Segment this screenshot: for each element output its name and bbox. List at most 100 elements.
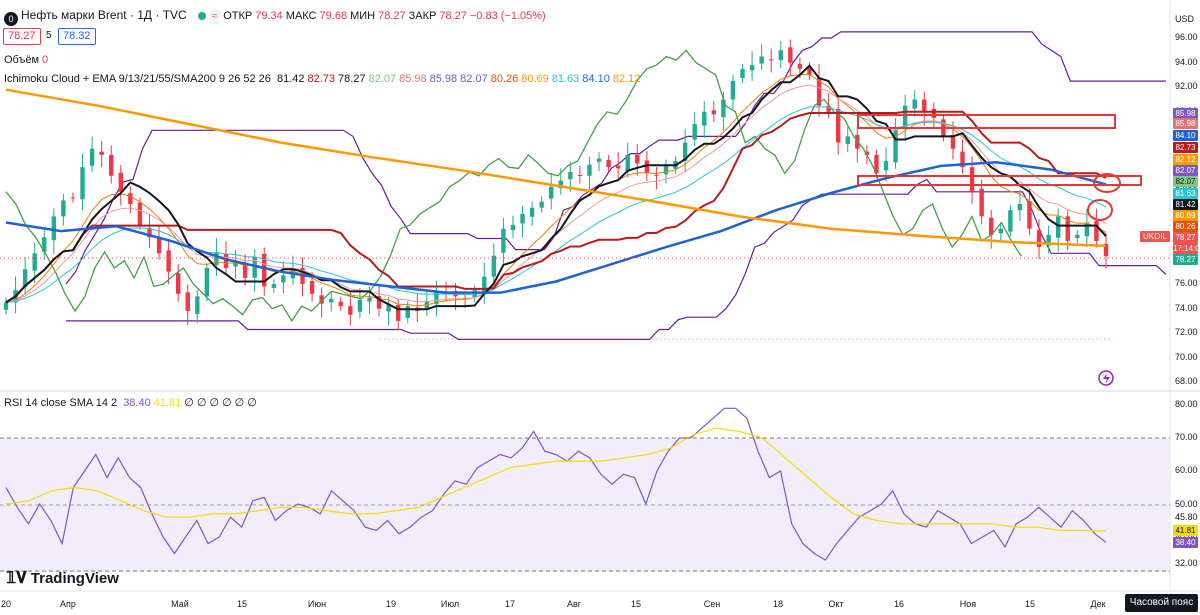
volume-legend[interactable]: Объём 0 [4,53,51,67]
candle-body [1055,216,1061,238]
candle-body [644,160,650,174]
candle-body [338,301,343,307]
candle-body [434,291,439,305]
candle-body [654,174,659,176]
price-tag: 84.10 [1173,130,1198,141]
rsi-value: ∅ [234,397,245,409]
time-tick-label: 15 [236,599,248,609]
candle-body [233,260,238,267]
ichimoku-legend[interactable]: Ichimoku Cloud + EMA 9/13/21/55/SMA200 9… [4,72,643,86]
ema13-line [5,84,1107,303]
flash-icon-bolt [1103,373,1110,384]
candle-body [61,200,66,217]
price-tick-label: 74.00 [1175,302,1198,313]
price-tick-label: 92.00 [1175,81,1198,92]
candle-body [185,292,190,312]
time-tick-label: 20 [0,599,12,609]
ichimoku-value: 84.10 [582,73,610,85]
candle-body [348,306,353,315]
ichimoku-label: Ichimoku Cloud + EMA 9/13/21/55/SMA200 9… [4,73,271,85]
drawn-circle-lower[interactable] [1087,199,1113,221]
candle-body [520,213,525,224]
candle-body [1084,222,1090,237]
candle-body [740,68,745,79]
price-tag: 85.98 [1173,108,1198,119]
drawn-resistance-zone[interactable] [857,175,1142,186]
candle-body [759,56,764,64]
ukoil-tag[interactable]: UKOIL [1140,231,1171,242]
drawn-resistance-zone-top[interactable] [857,114,1116,129]
candle-body [702,111,707,126]
candle-body [281,275,286,283]
rsi-tick-label: 32.00 [1175,558,1198,568]
timezone-button[interactable]: Часовой пояс [1125,594,1198,612]
sell-price-button[interactable]: 78.27 [3,28,41,45]
price-tick-label: 68.00 [1175,376,1198,387]
tradingview-logo[interactable]: 𝟙𝐕 TradingView [6,568,119,588]
candle-body [606,160,611,168]
candle-body [109,154,114,176]
candle-body [835,108,841,143]
candle-body [329,298,334,303]
candle-body [692,124,697,140]
time-tick-label: Июл [440,599,460,609]
rsi-legend[interactable]: RSI 14 close SMA 14 2 38.40 41.81 ∅ ∅ ∅ ∅ ∅ ∅ [4,396,260,410]
cloud-span-a [65,31,1166,285]
time-tick-label: Май [171,599,189,609]
candle-body [1027,201,1032,229]
candle-body [902,105,908,129]
candle-body [960,151,965,168]
market-status-icon[interactable] [197,12,206,20]
price-tag: 82.07 [1173,165,1198,176]
time-tick-label: 18 [772,599,784,609]
ohlc-open-value: 79.34 [255,10,283,22]
candle-body [912,99,917,109]
candle-body [1017,204,1023,211]
candle-body [529,207,535,217]
spread-value: 5 [46,30,52,41]
candle-body [22,269,28,288]
candle-body [998,228,1003,234]
price-tick-label: 72.00 [1175,327,1198,338]
sma200-line [5,88,1107,248]
candle-body [807,67,812,75]
candle-body [357,299,363,312]
candle-body [1008,210,1013,232]
candle-body [405,306,410,318]
buy-price-button[interactable]: 78.32 [58,28,96,45]
symbol-title[interactable]: Нефть марки Brent · 1Д · TVC [21,8,187,22]
candle-body [510,224,516,231]
ichimoku-value: 80.26 [490,73,519,85]
candle-body [309,281,315,294]
tradingview-logo-text: TradingView [30,570,119,587]
rsi-value: ∅ [209,397,220,409]
price-tag: 80.69 [1173,210,1198,221]
indicator-lines [5,49,1107,323]
candle-body [395,304,401,321]
ichimoku-value: 82.07 [460,73,488,85]
price-tick-label: 94.00 [1175,56,1198,67]
rsi-value: ∅ [222,397,232,409]
ichimoku-value: 82.73 [307,73,336,85]
candle-body [721,99,726,118]
candle-body [462,297,468,299]
candle-body [931,108,937,118]
candle-body [137,202,143,225]
ohlc-low-label: МИН [350,10,376,22]
candle-body [70,197,76,199]
currency-label[interactable]: USD [1175,14,1195,24]
tenkan-line [5,64,1107,311]
candle-body [596,158,602,162]
flash-icon[interactable] [1098,370,1114,386]
ohlc-change: −0.83 (−1.05%) [469,10,546,22]
rsi-pane[interactable] [5,407,1107,561]
drawn-circle-upper[interactable] [1093,173,1121,193]
candle-body [922,99,927,112]
candle-body [89,148,95,166]
candle-body [32,253,37,271]
time-tick-label: Июн [307,599,327,609]
candle-body [1065,216,1070,241]
candle-body [874,154,879,174]
wave-icon[interactable]: ≈ [208,10,221,24]
